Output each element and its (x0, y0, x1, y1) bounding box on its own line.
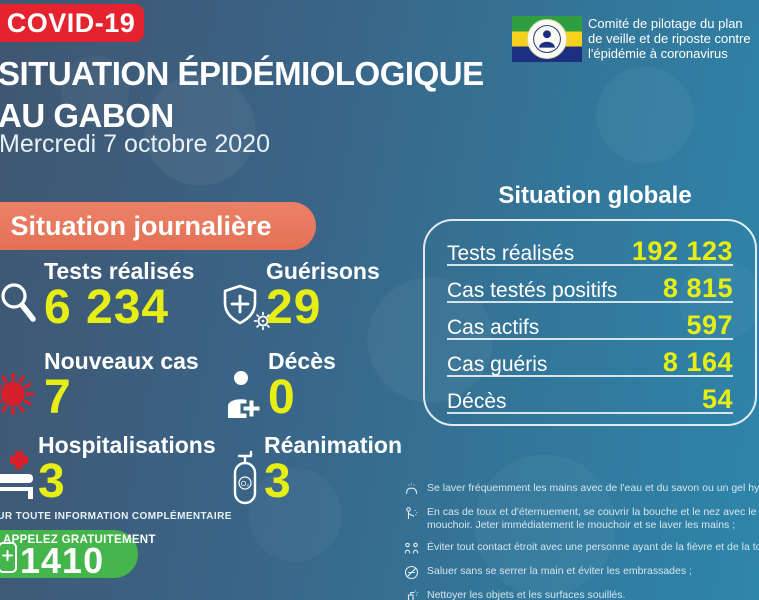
global-row-label: Décès (447, 390, 507, 413)
motherhood-emblem-icon (533, 25, 561, 53)
global-row-label: Cas testés positifs (447, 279, 618, 302)
flag-emblem-icon (527, 19, 567, 59)
covid-badge: COVID-19 (0, 4, 144, 42)
committee-text: Comité de pilotage du plan de veille et … (588, 16, 751, 61)
stat-value: 29 (266, 281, 322, 334)
svg-text:O₂: O₂ (241, 481, 249, 488)
global-row-deces: Décès 54 (447, 377, 733, 414)
guideline-text: En cas de toux et d'éternuement, se couv… (427, 506, 759, 531)
stat-value: 6 234 (44, 281, 170, 334)
guideline-item: Nettoyer les objets et les surfaces soui… (404, 589, 759, 600)
committee-line-1: Comité de pilotage du plan (588, 16, 743, 31)
no-handshake-icon (404, 565, 419, 580)
gabon-flag-logo (512, 16, 582, 62)
guideline-item: En cas de toux et d'éternuement, se couv… (404, 506, 759, 532)
oxygen-tank-icon: O₂ (230, 447, 260, 510)
global-row-label: Cas guéris (447, 353, 548, 376)
guidelines-list: Se laver fréquemment les mains avec de l… (404, 482, 759, 600)
covid-badge-label: COVID-19 (6, 7, 136, 38)
global-row-label: Tests réalisés (447, 242, 575, 265)
stat-label: Tests réalisés (44, 258, 195, 284)
stat-tests-realises: Tests réalisés 6 234 (44, 258, 195, 334)
stat-nouveaux-cas: Nouveaux cas 7 (44, 348, 199, 424)
page-title-line-1: SITUATION ÉPIDÉMIOLOGIQUE (0, 55, 484, 92)
stat-value: 7 (44, 371, 72, 424)
daily-situation-label: Situation journalière (10, 210, 272, 241)
committee-line-2: de veille et de riposte contre (588, 31, 751, 46)
stat-value: 3 (264, 455, 292, 508)
global-row-tests: Tests réalisés 192 123 (447, 229, 733, 266)
global-situation-panel: Tests réalisés 192 123 Cas testés positi… (423, 219, 757, 426)
clean-surfaces-icon (407, 590, 418, 600)
global-row-value: 54 (701, 384, 733, 414)
page-title-line-2: AU GABON (0, 97, 174, 134)
hotline-badge: APPELEZ GRATUITEMENT 1410 (0, 530, 156, 581)
phone-hand-icon (0, 541, 20, 580)
stat-reanimation: Réanimation 3 (264, 432, 403, 508)
global-row-label: Cas actifs (447, 316, 540, 339)
stat-label: Nouveaux cas (44, 348, 199, 374)
stat-value: 3 (38, 455, 66, 508)
global-situation-title: Situation globale (498, 182, 692, 209)
hotline-note: POUR TOUTE INFORMATION COMPLÉMENTAIRE (0, 511, 232, 522)
hotline-number: 1410 (20, 540, 105, 581)
stat-label: Décès (268, 348, 336, 374)
date-text: Mercredi 7 octobre 2020 (0, 130, 270, 158)
coronavirus-icon (0, 364, 41, 429)
stat-hospitalisations: Hospitalisations 3 (38, 432, 216, 508)
guideline-text: Nettoyer les objets et les surfaces soui… (427, 589, 626, 600)
global-row-positifs: Cas testés positifs 8 815 (447, 266, 733, 303)
guideline-item: Saluer sans se serrer la main et éviter … (404, 565, 759, 580)
guideline-item: Éviter tout contact étroit avec une pers… (404, 541, 759, 556)
global-row-value: 597 (686, 310, 733, 340)
stat-value: 0 (268, 371, 296, 424)
global-row-value: 8 815 (662, 273, 733, 303)
page-title: SITUATION ÉPIDÉMIOLOGIQUE AU GABON (0, 53, 484, 137)
hospital-bed-icon (0, 449, 39, 504)
stat-label: Réanimation (264, 432, 403, 458)
magnifier-icon (0, 281, 39, 332)
person-medical-cross-icon (226, 370, 266, 423)
global-row-actifs: Cas actifs 597 (447, 303, 733, 340)
avoid-contact-icon (404, 542, 419, 554)
cough-elbow-icon (406, 507, 418, 520)
guideline-text: Éviter tout contact étroit avec une pers… (427, 541, 759, 553)
daily-situation-badge: Situation journalière (0, 202, 316, 250)
shield-cross-virus-icon (219, 283, 274, 336)
guideline-text: Saluer sans se serrer la main et éviter … (427, 565, 692, 577)
call-free-label: APPELEZ GRATUITEMENT (3, 534, 156, 546)
committee-line-3: l'épidémie à coronavirus (588, 46, 728, 61)
stat-label: Hospitalisations (38, 432, 216, 458)
global-row-gueris: Cas guéris 8 164 (447, 340, 733, 377)
stat-label: Guérisons (266, 258, 380, 284)
global-row-value: 8 164 (662, 347, 733, 377)
handwash-icon (405, 483, 418, 495)
stat-guerisons: Guérisons 29 (266, 258, 380, 334)
stat-deces: Décès 0 (268, 348, 336, 424)
guideline-item: Se laver fréquemment les mains avec de l… (404, 482, 759, 497)
guideline-text: Se laver fréquemment les mains avec de l… (427, 482, 759, 494)
global-row-value: 192 123 (631, 236, 733, 266)
